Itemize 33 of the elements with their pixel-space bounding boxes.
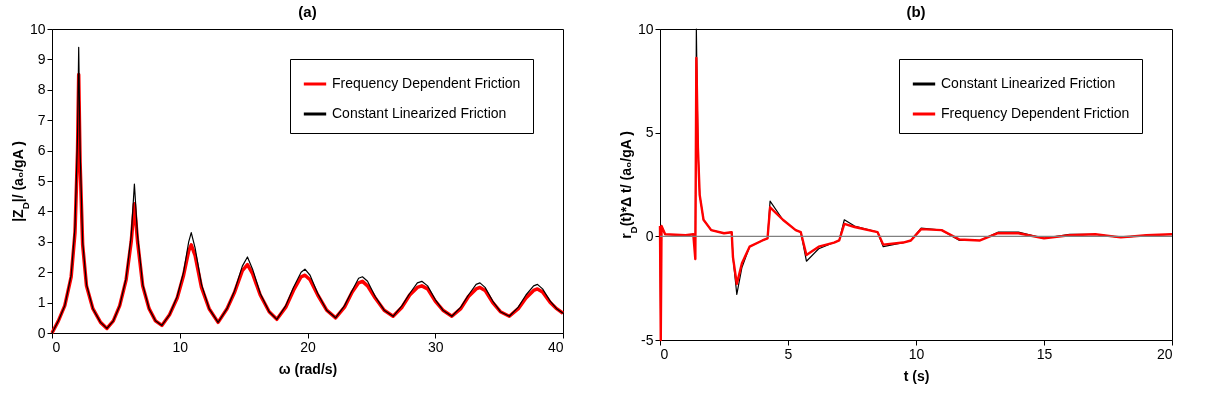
y-tick-label: 0 [37,324,46,341]
legend-label: Frequency Dependent Friction [332,75,521,91]
y-tick-label: 9 [37,50,46,67]
x-tick-label: 15 [1036,345,1053,362]
x-tick-label: 10 [908,345,925,362]
x-tick-label: 20 [1156,345,1173,362]
y-tick-label: 10 [29,20,46,37]
x-tick-label: 0 [52,338,61,355]
y-tick-label: 0 [645,227,654,244]
y-tick-label: 6 [37,142,46,159]
x-axis-title: ω (rad/s) [278,360,338,377]
legend-label: Constant Linearized Friction [941,75,1116,91]
y-tick-label: 3 [37,233,46,250]
x-tick-label: 20 [300,338,316,355]
y-tick-label: 7 [37,111,46,128]
legend-label: Frequency Dependent Friction [941,105,1130,121]
chart-title: (b) [906,3,926,20]
x-tick-label: 0 [660,345,669,362]
y-tick-label: 1 [37,294,46,311]
legend-label: Constant Linearized Friction [332,105,507,121]
x-tick-label: 40 [547,338,564,355]
y-tick-label: 10 [637,20,654,37]
y-tick-label: 8 [37,81,46,98]
x-tick-label: 5 [784,345,793,362]
x-tick-label: 30 [427,338,444,355]
y-tick-label: 2 [37,263,46,280]
y-tick-label: 5 [645,124,654,141]
x-axis-title: t (s) [903,367,930,384]
x-tick-label: 10 [172,338,189,355]
chart-title: (a) [298,3,317,20]
y-tick-label: 5 [37,172,46,189]
y-tick-label: -5 [641,331,654,348]
y-tick-label: 4 [37,202,46,219]
